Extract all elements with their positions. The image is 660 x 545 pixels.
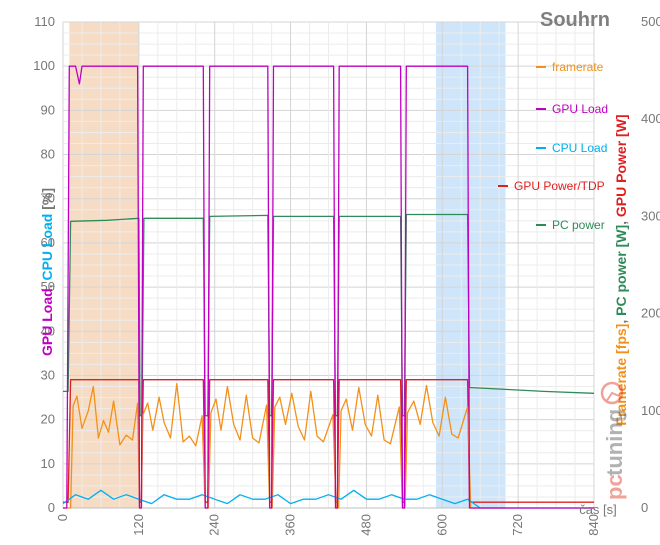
y-left-tick-label: 90	[41, 102, 55, 117]
y-left-tick-label: 10	[41, 456, 55, 471]
y-right-tick-label: 200	[641, 306, 660, 321]
watermark-logo: pc tuning	[600, 381, 627, 500]
legend-label-cpu-load: CPU Load	[552, 141, 607, 155]
y-left-tick-label: 70	[41, 191, 55, 206]
y-left-tick-label: 100	[33, 58, 55, 73]
y-right-tick-label: 100	[641, 403, 660, 418]
x-axis-title: čas [s]	[579, 502, 617, 517]
x-tick-label: 360	[283, 514, 298, 536]
x-tick-label: 240	[207, 514, 222, 536]
y-right-tick-label: 500	[641, 14, 660, 29]
legend-label-gpu-power-tdp: GPU Power/TDP	[514, 179, 605, 193]
legend-label-pc-power: PC power	[552, 218, 605, 232]
chart-title: Souhrn	[540, 9, 610, 31]
y-left-tick-label: 40	[41, 323, 55, 338]
x-tick-label: 720	[510, 514, 525, 536]
x-tick-label: 840	[586, 514, 601, 536]
y-axis-left-title: GPU Load, CPU Load [%]	[39, 188, 55, 356]
y-left-tick-label: 80	[41, 147, 55, 162]
y-right-tick-label: 400	[641, 111, 660, 126]
y-left-tick-label: 50	[41, 279, 55, 294]
y-axis-right-title: Framerate [fps], PC power [W], GPU Power…	[613, 114, 629, 425]
y-left-tick-label: 30	[41, 367, 55, 382]
y-right-tick-label: 0	[641, 500, 648, 515]
x-tick-label: 120	[131, 514, 146, 536]
legend: framerate GPU Load CPU Load GPU Power/TDP PC…	[498, 60, 608, 232]
y-left-tick-label: 20	[41, 412, 55, 427]
y-left-tick-label: 110	[34, 14, 55, 29]
x-tick-label: 0	[55, 514, 70, 521]
tick-labels: 0 10 20 30 40 50 60 70 80 90 100 110 0 100 200 300 400 50…	[33, 14, 660, 536]
y-right-tick-label: 300	[641, 208, 660, 223]
legend-label-gpu-load: GPU Load	[552, 102, 608, 116]
legend-label-framerate: framerate	[552, 60, 604, 74]
series-layer	[62, 65, 595, 509]
x-tick-label: 480	[358, 514, 373, 536]
x-tick-label: 600	[434, 514, 449, 536]
svg-text:pc: pc	[602, 474, 627, 500]
y-left-tick-label: 0	[48, 500, 55, 515]
svg-text:tuning: tuning	[602, 409, 627, 476]
y-left-tick-label: 60	[41, 235, 55, 250]
series-line-gpu-load	[63, 65, 594, 509]
series-line-cpu-load	[62, 489, 594, 509]
grid	[62, 21, 595, 509]
